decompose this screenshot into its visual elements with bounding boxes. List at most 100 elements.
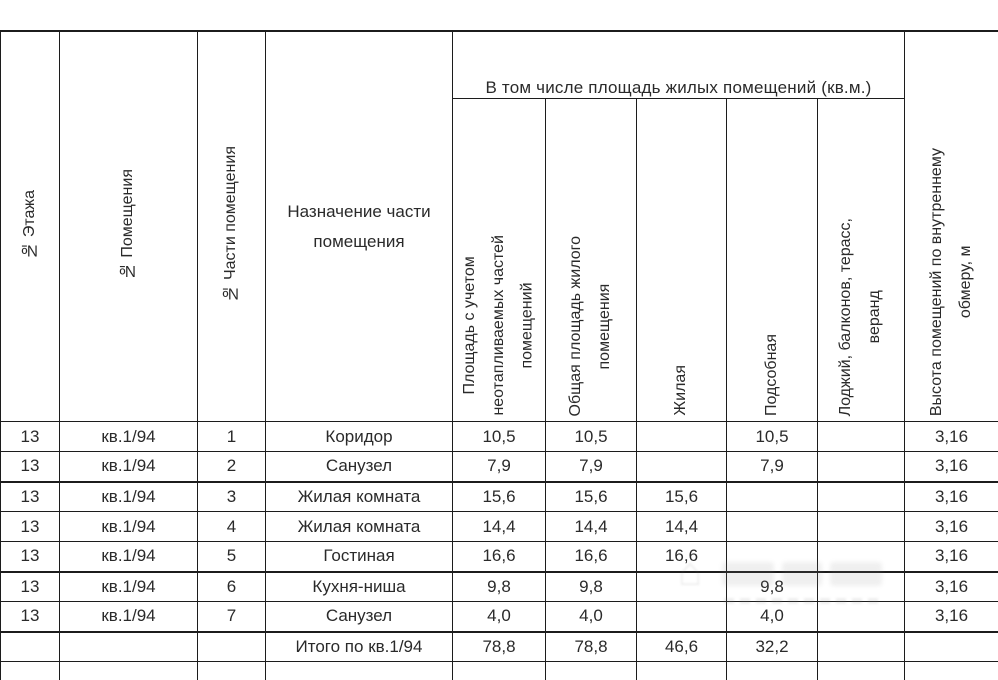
col-header-room-part-number: № Части помещения — [197, 30, 266, 422]
cell: 3 — [197, 480, 266, 512]
cell: 13 — [0, 570, 60, 602]
cell: 1 — [197, 421, 266, 452]
cell: кв.1/94 — [59, 570, 198, 602]
cell: 13 — [0, 511, 60, 542]
cell: 7,9 — [545, 451, 637, 482]
table-row: 13 кв.1/94 5 Гостиная 16,6 16,6 16,6 3,16 — [0, 541, 998, 572]
cell: 4,0 — [452, 601, 546, 632]
col-header-auxiliary: Подсобная — [726, 98, 818, 422]
cell — [817, 541, 905, 572]
cell: Жилая комната — [265, 480, 453, 512]
cell — [817, 570, 905, 602]
cell — [817, 451, 905, 482]
cell: 9,8 — [545, 570, 637, 602]
cell: 13 — [0, 480, 60, 512]
cell: 3,16 — [904, 451, 998, 482]
cell: 7,9 — [726, 451, 818, 482]
cell — [197, 630, 266, 662]
cell: 15,6 — [636, 480, 727, 512]
cell: 16,6 — [636, 541, 727, 572]
table-row: 13 кв.1/94 3 Жилая комната 15,6 15,6 15,6 3,16 — [0, 480, 998, 512]
col-header-ceiling-height-label: Высота помещений по внутреннему обмеру, … — [927, 147, 974, 416]
cell: 3,16 — [904, 601, 998, 632]
cell — [817, 480, 905, 512]
col-header-area-with-unheated-label: Площадь с учетом неотапливаемых частей п… — [460, 235, 536, 416]
cell: Гостиная — [265, 541, 453, 572]
cell: 10,5 — [726, 421, 818, 452]
cell: 9,8 — [452, 570, 546, 602]
cell — [904, 630, 998, 662]
cell — [636, 421, 727, 452]
cell: Коридор — [265, 421, 453, 452]
cell: 14,4 — [452, 511, 546, 542]
cell — [636, 601, 727, 632]
table-row: 13 кв.1/94 4 Жилая комната 14,4 14,4 14,4 3,16 — [0, 511, 998, 542]
cell: Санузел — [265, 451, 453, 482]
col-header-auxiliary-label: Подсобная — [762, 333, 780, 416]
cell: 15,6 — [452, 480, 546, 512]
cell: 4,0 — [545, 601, 637, 632]
cell: 3,16 — [904, 541, 998, 572]
cell — [726, 661, 818, 680]
cell: 14,4 — [545, 511, 637, 542]
cell — [726, 541, 818, 572]
cell: 10,5 — [452, 421, 546, 452]
table-row: 13 кв.1/94 7 Санузел 4,0 4,0 4,0 3,16 — [0, 601, 998, 632]
col-header-floor-number-label: № Этажа — [20, 189, 38, 259]
cell: 9,8 — [726, 570, 818, 602]
cell — [726, 480, 818, 512]
cell: Жилая комната — [265, 511, 453, 542]
cell: 16,6 — [452, 541, 546, 572]
cell — [59, 661, 198, 680]
table-header: № Этажа № Помещения № Части помещения На… — [0, 30, 998, 422]
premises-explication-table: № Этажа № Помещения № Части помещения На… — [0, 30, 998, 680]
cell: 78,8 — [452, 630, 546, 662]
cell: кв.1/94 — [59, 541, 198, 572]
cell: кв.1/94 — [59, 451, 198, 482]
cell: кв.1/94 — [59, 480, 198, 512]
cell — [636, 451, 727, 482]
table-body: 13 кв.1/94 1 Коридор 10,5 10,5 10,5 3,16 13 кв.1/… — [0, 421, 998, 680]
cell — [817, 511, 905, 542]
table-row: 13 кв.1/94 6 Кухня-ниша 9,8 9,8 9,8 3,16 — [0, 570, 998, 602]
cell — [0, 630, 60, 662]
col-header-living: Жилая — [636, 98, 727, 422]
cell: кв.1/94 — [59, 511, 198, 542]
col-header-total-living-area: Общая площадь жилого помещения — [545, 98, 637, 422]
cell — [197, 661, 266, 680]
cell: 2 — [197, 451, 266, 482]
cell: 32,2 — [726, 630, 818, 662]
cell: 13 — [0, 541, 60, 572]
cell — [636, 661, 727, 680]
col-header-apartment-number: № Помещения — [59, 30, 198, 422]
cell: 10,5 — [545, 421, 637, 452]
cell — [726, 511, 818, 542]
cell — [545, 661, 637, 680]
cell — [452, 661, 546, 680]
cell: 3,16 — [904, 480, 998, 512]
col-header-loggia-balcony-label: Лоджий, балконов, терасс, веранд — [837, 217, 883, 416]
cell: 7 — [197, 601, 266, 632]
cell: 3,16 — [904, 421, 998, 452]
cell — [817, 630, 905, 662]
col-header-floor-number: № Этажа — [0, 30, 60, 422]
col-header-room-part-number-label: № Части помещения — [222, 146, 240, 302]
cell — [59, 630, 198, 662]
cell: кв.1/94 — [59, 421, 198, 452]
col-header-ceiling-height: Высота помещений по внутреннему обмеру, … — [904, 30, 998, 422]
table-row: 13 кв.1/94 1 Коридор 10,5 10,5 10,5 3,16 — [0, 421, 998, 452]
cell — [817, 661, 905, 680]
cell: 13 — [0, 601, 60, 632]
table-row: 13 кв.1/94 2 Санузел 7,9 7,9 7,9 3,16 — [0, 451, 998, 482]
cell: 4 — [197, 511, 266, 542]
cell: 3,16 — [904, 570, 998, 602]
col-header-living-label: Жилая — [672, 365, 690, 416]
partial-row — [0, 661, 998, 680]
cell: 14,4 — [636, 511, 727, 542]
cell: кв.1/94 — [59, 601, 198, 632]
group-header-living-area: В том числе площадь жилых помещений (кв.… — [452, 30, 905, 99]
cell: 3,16 — [904, 511, 998, 542]
col-header-area-with-unheated: Площадь с учетом неотапливаемых частей п… — [452, 98, 546, 422]
cell — [636, 570, 727, 602]
